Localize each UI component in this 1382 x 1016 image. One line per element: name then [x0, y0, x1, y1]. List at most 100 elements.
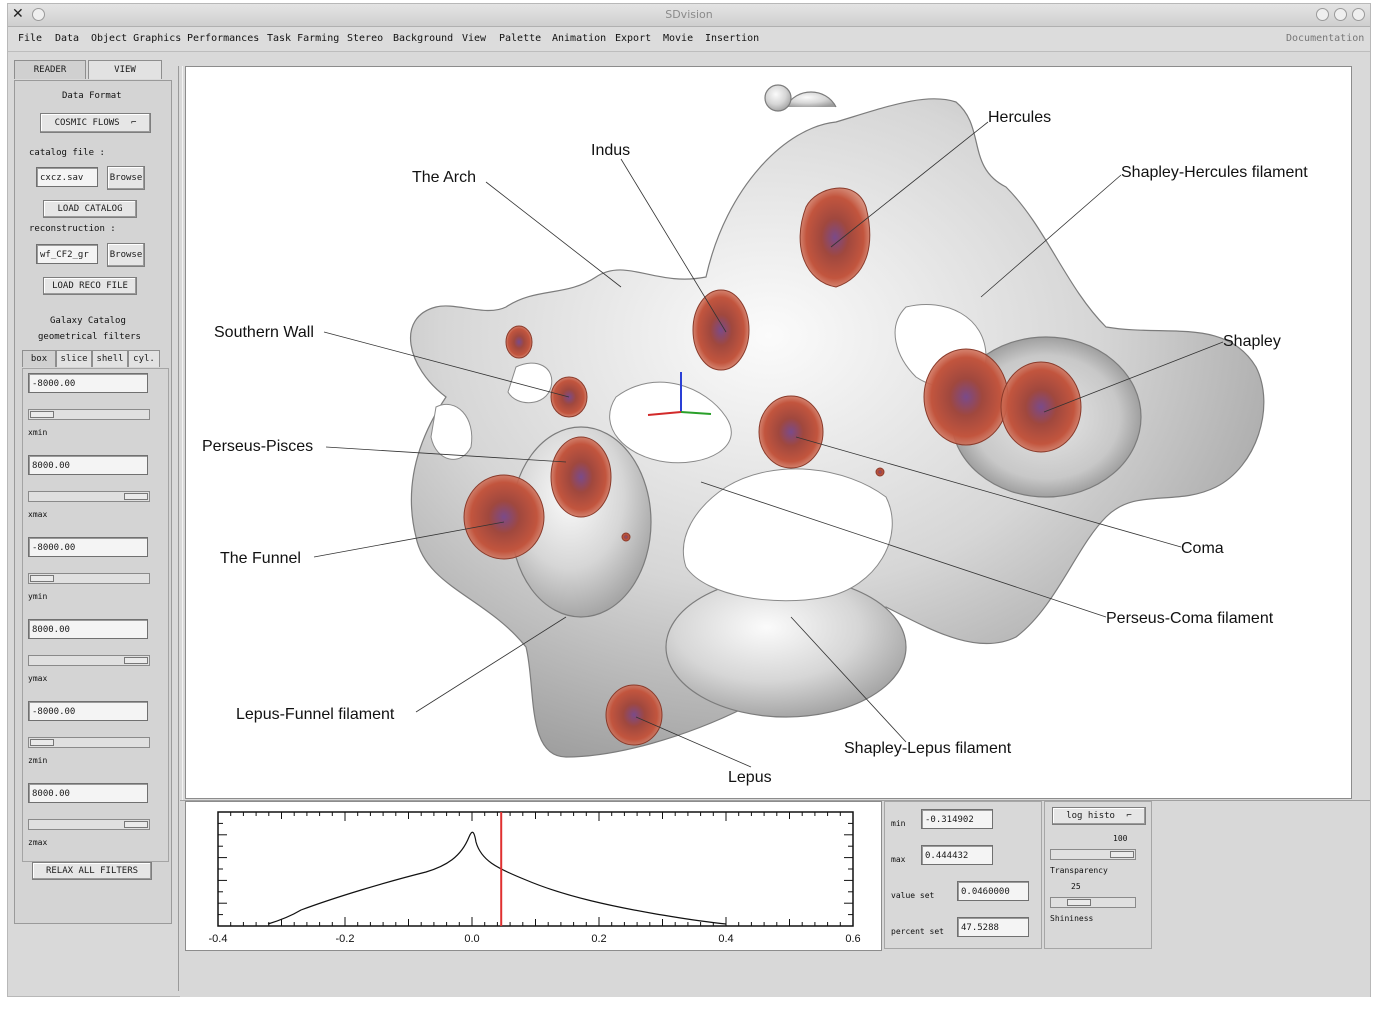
x-logo-icon: ✕	[12, 6, 24, 22]
ymin-slider[interactable]	[28, 573, 150, 584]
percent-set-input[interactable]: 47.5288	[957, 917, 1029, 937]
max-input[interactable]: 0.444432	[921, 845, 993, 865]
zmin-label: zmin	[28, 756, 48, 765]
menu-movie[interactable]: Movie	[663, 33, 694, 44]
render-view[interactable]: Hercules Shapley-Hercules filament Indus…	[185, 66, 1352, 799]
label-indus: Indus	[591, 142, 630, 159]
xmax-input[interactable]: 8000.00	[28, 455, 148, 475]
menu-export[interactable]: Export	[615, 33, 652, 44]
zmax-input[interactable]: 8000.00	[28, 783, 148, 803]
render-controls	[1044, 801, 1152, 949]
halo-indus	[692, 289, 750, 371]
x-tick-label: 0.4	[718, 933, 733, 945]
menu-performances[interactable]: Performances	[187, 33, 260, 44]
panel-separator[interactable]	[178, 66, 183, 991]
slider-thumb[interactable]	[30, 411, 54, 418]
reconstruction-input[interactable]: wf_CF2_gr	[36, 244, 98, 264]
window-menu-icon[interactable]	[32, 8, 45, 21]
filter-tab-shell[interactable]: shell	[92, 350, 128, 367]
histogram-plot[interactable]: -0.4 -0.2 0.0 0.2 0.4 0.6	[186, 802, 881, 950]
x-tick-label: 0.6	[845, 933, 860, 945]
filters-group	[22, 368, 169, 862]
zmax-slider[interactable]	[28, 819, 150, 830]
tab-reader[interactable]: READER	[14, 60, 86, 79]
label-perseus-coma-filament: Perseus-Coma filament	[1106, 610, 1274, 627]
menu-background[interactable]: Background	[393, 33, 454, 44]
label-shapley: Shapley	[1223, 333, 1281, 350]
slider-thumb[interactable]	[30, 739, 54, 746]
zmin-input[interactable]: -8000.00	[28, 701, 148, 721]
dropdown-icon: ⌐	[131, 118, 137, 128]
ymin-input[interactable]: -8000.00	[28, 537, 148, 557]
label-hercules: Hercules	[988, 109, 1051, 126]
leader-lines	[313, 121, 1224, 768]
filter-tab-box[interactable]: box	[22, 350, 56, 367]
menu-data[interactable]: Data	[55, 33, 80, 44]
data-format-value: COSMIC FLOWS	[54, 118, 120, 128]
xmin-slider[interactable]	[28, 409, 150, 420]
halo-hercules	[799, 187, 871, 288]
structure-labels: Hercules Shapley-Hercules filament Indus…	[202, 109, 1308, 786]
menu-insertion[interactable]: Insertion	[705, 33, 760, 44]
xmin-input[interactable]: -8000.00	[28, 373, 148, 393]
transparency-slider[interactable]	[1050, 849, 1136, 860]
ymax-input[interactable]: 8000.00	[28, 619, 148, 639]
x-tick-label: -0.4	[209, 933, 228, 945]
shininess-slider[interactable]	[1050, 897, 1136, 908]
ymin-label: ymin	[28, 592, 48, 601]
menu-documentation[interactable]: Documentation	[1286, 33, 1365, 44]
data-format-select[interactable]: COSMIC FLOWS ⌐	[40, 113, 151, 133]
menu-task-farming[interactable]: Task Farming	[267, 33, 340, 44]
title-bar: ✕ SDvision	[8, 4, 1370, 27]
min-input[interactable]: -0.314902	[921, 809, 993, 829]
relax-all-filters-button[interactable]: RELAX ALL FILTERS	[32, 862, 152, 880]
label-lepus-funnel-filament: Lepus-Funnel filament	[236, 706, 395, 723]
slider-thumb[interactable]	[30, 575, 54, 582]
geometrical-filters-label: geometrical filters	[38, 332, 141, 342]
value-controls	[884, 801, 1042, 949]
menu-palette[interactable]: Palette	[499, 33, 542, 44]
app-window: ✕ SDvision File Data Object Graphics Per…	[7, 3, 1371, 997]
catalog-file-input[interactable]: cxcz.sav	[36, 167, 98, 187]
transparency-value: 100	[1113, 834, 1128, 843]
histo-mode-value: log histo	[1066, 811, 1115, 821]
catalog-browse-button[interactable]: Browse	[107, 166, 145, 190]
value-set-input[interactable]: 0.0460000	[957, 881, 1029, 901]
slider-thumb[interactable]	[1110, 851, 1134, 858]
filter-tab-slice[interactable]: slice	[56, 350, 92, 367]
min-label: min	[891, 819, 906, 828]
dropdown-icon: ⌐	[1126, 811, 1132, 821]
cosmic-web-render[interactable]: Hercules Shapley-Hercules filament Indus…	[186, 67, 1351, 798]
maximize-icon[interactable]	[1334, 8, 1347, 21]
label-the-funnel: The Funnel	[220, 550, 301, 567]
x-tick-label: 0.2	[591, 933, 606, 945]
menu-object-graphics[interactable]: Object Graphics	[91, 33, 182, 44]
close-icon[interactable]	[1352, 8, 1365, 21]
menu-stereo[interactable]: Stereo	[347, 33, 384, 44]
histo-mode-select[interactable]: log histo ⌐	[1052, 807, 1146, 825]
slider-thumb[interactable]	[124, 657, 148, 664]
histogram-curve	[267, 831, 727, 925]
histogram-panel[interactable]: -0.4 -0.2 0.0 0.2 0.4 0.6	[185, 801, 882, 951]
xmax-slider[interactable]	[28, 491, 150, 502]
reconstruction-browse-button[interactable]: Browse	[107, 243, 145, 267]
menu-file[interactable]: File	[18, 33, 43, 44]
zmin-slider[interactable]	[28, 737, 150, 748]
menu-bar: File Data Object Graphics Performances T…	[8, 27, 1370, 52]
slider-thumb[interactable]	[124, 821, 148, 828]
label-shapley-lepus-filament: Shapley-Lepus filament	[844, 740, 1012, 757]
halo-shapley-right	[1000, 361, 1082, 453]
slider-thumb[interactable]	[1066, 899, 1091, 906]
ymax-slider[interactable]	[28, 655, 150, 666]
menu-animation[interactable]: Animation	[552, 33, 607, 44]
slider-thumb[interactable]	[124, 493, 148, 500]
tab-view[interactable]: VIEW	[88, 60, 162, 79]
filter-tab-cyl[interactable]: cyl.	[128, 350, 160, 367]
menu-view[interactable]: View	[462, 33, 487, 44]
load-catalog-button[interactable]: LOAD CATALOG	[43, 200, 137, 218]
percent-set-label: percent set	[891, 927, 944, 936]
load-reco-file-button[interactable]: LOAD RECO FILE	[43, 277, 137, 295]
x-tick-label: 0.0	[464, 933, 479, 945]
minimize-icon[interactable]	[1316, 8, 1329, 21]
label-perseus-pisces: Perseus-Pisces	[202, 438, 313, 455]
